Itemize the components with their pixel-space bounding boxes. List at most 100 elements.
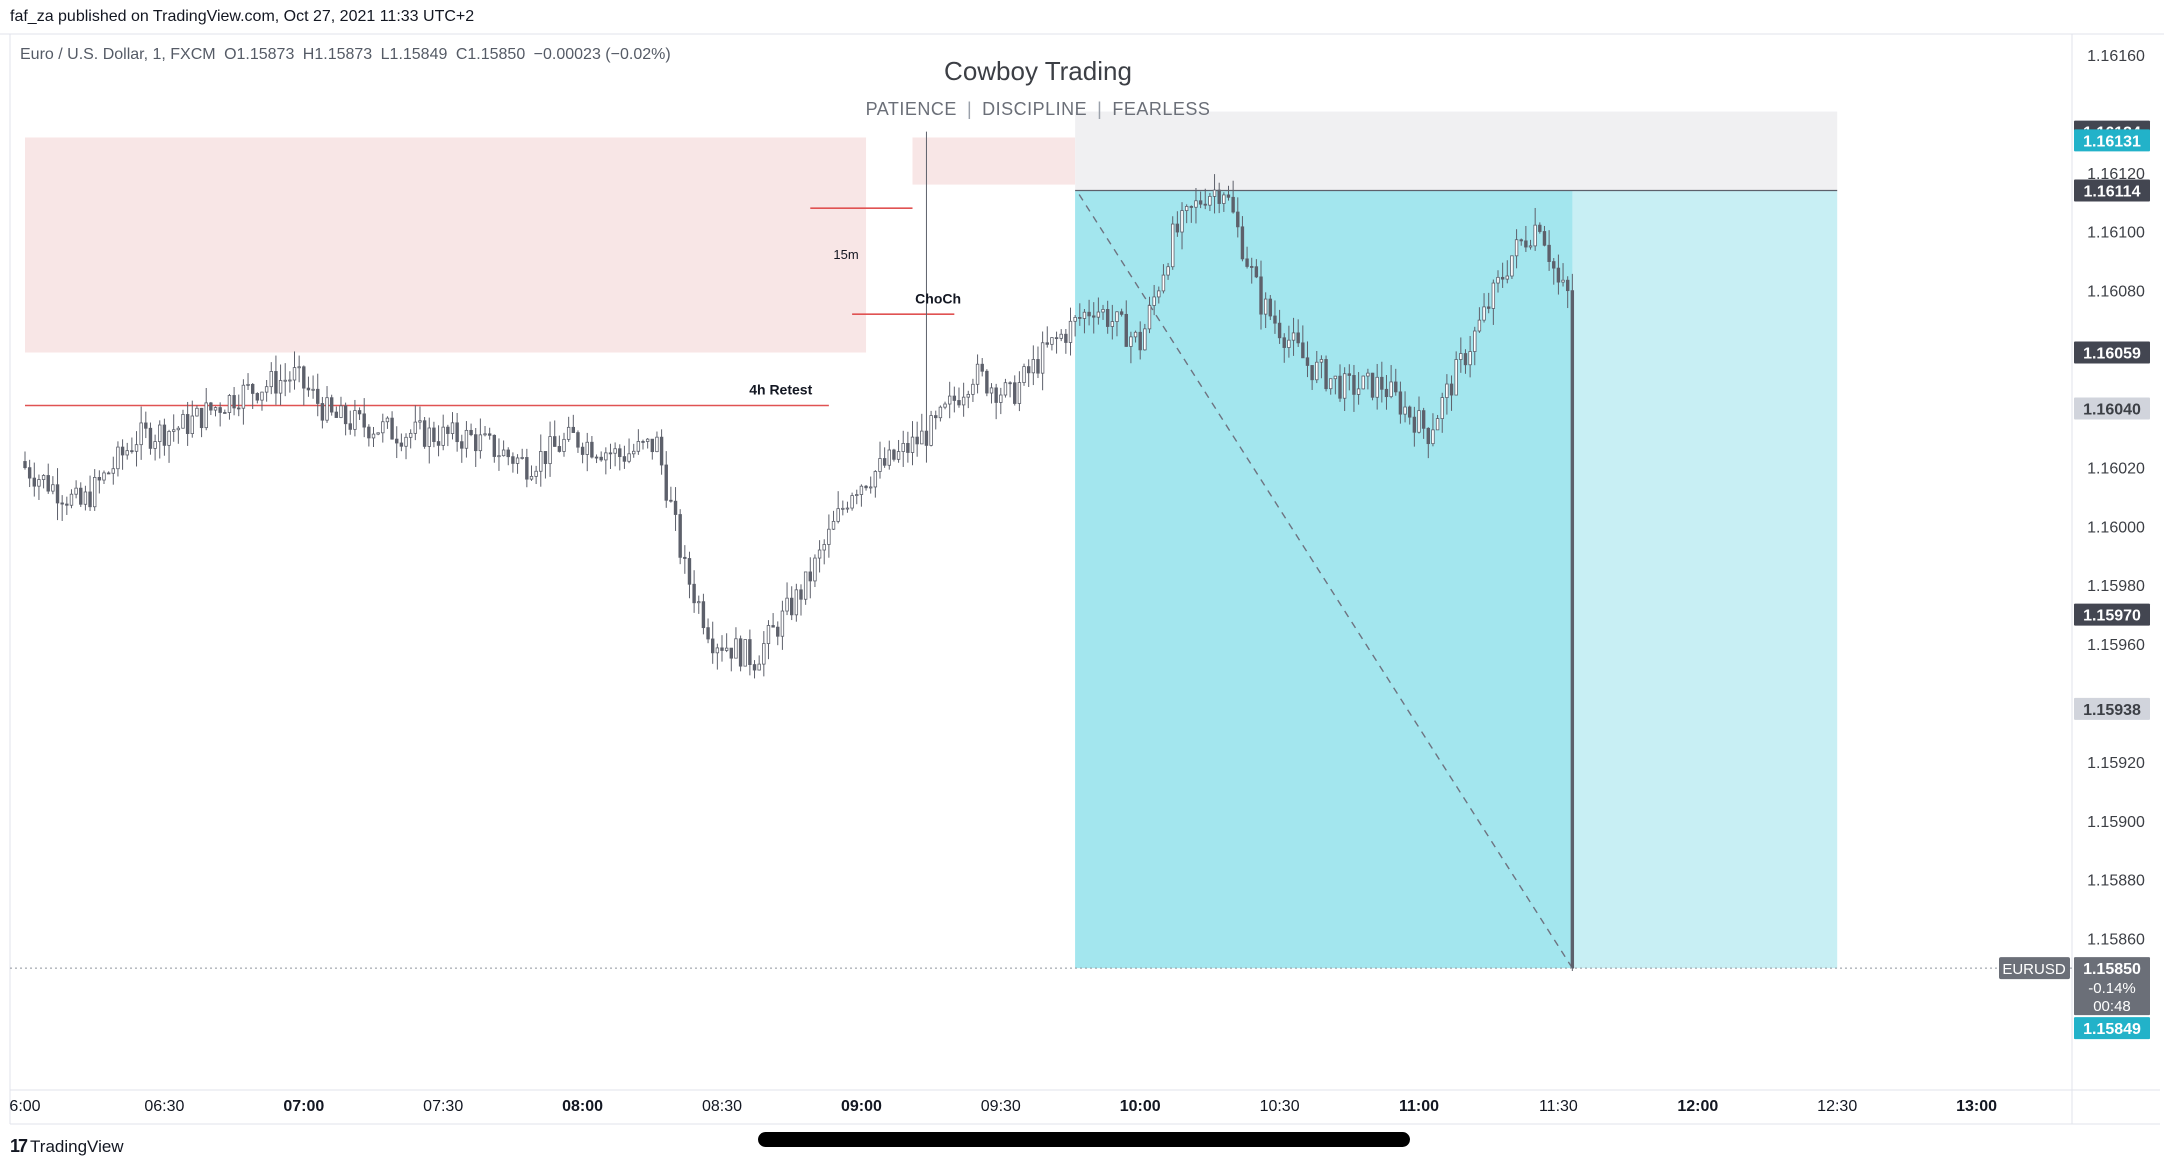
candle-body[interactable] <box>1277 322 1282 339</box>
candle-body[interactable] <box>868 486 873 489</box>
candle-body[interactable] <box>292 367 297 381</box>
candle-body[interactable] <box>1092 315 1096 318</box>
candle-body[interactable] <box>975 363 980 385</box>
candle-body[interactable] <box>60 502 64 505</box>
candle-body[interactable] <box>367 426 371 439</box>
candle-body[interactable] <box>1296 332 1300 344</box>
candle-body[interactable] <box>139 422 143 446</box>
candle-body[interactable] <box>622 456 627 462</box>
candle-body[interactable] <box>896 451 901 460</box>
candle-body[interactable] <box>627 453 631 462</box>
candle-body[interactable] <box>306 387 311 391</box>
candle-body[interactable] <box>1189 206 1194 208</box>
price-axis-badge[interactable] <box>2074 129 2150 152</box>
candle-body[interactable] <box>1482 306 1486 321</box>
candle-body[interactable] <box>1259 276 1263 315</box>
candle-body[interactable] <box>404 436 408 447</box>
candle-body[interactable] <box>1468 351 1472 366</box>
candle-body[interactable] <box>711 638 715 654</box>
candle-body[interactable] <box>529 475 534 480</box>
candle-body[interactable] <box>539 451 543 472</box>
candle-body[interactable] <box>1115 311 1119 322</box>
candle-body[interactable] <box>1101 309 1105 313</box>
candle-body[interactable] <box>269 371 273 388</box>
candle-body[interactable] <box>957 400 961 406</box>
candle-body[interactable] <box>246 383 250 386</box>
candle-body[interactable] <box>580 446 585 455</box>
candle-body[interactable] <box>1519 239 1523 242</box>
candle-body[interactable] <box>1463 353 1468 366</box>
candle-body[interactable] <box>395 438 399 444</box>
candle-body[interactable] <box>23 461 27 469</box>
candle-body[interactable] <box>1175 223 1180 233</box>
candle-body[interactable] <box>748 639 752 665</box>
candle-body[interactable] <box>1500 276 1505 280</box>
candle-body[interactable] <box>455 422 459 443</box>
candle-body[interactable] <box>1050 337 1054 345</box>
symbol-legend[interactable]: Euro / U.S. Dollar, 1, FXCM O1.15873 H1.… <box>20 46 675 64</box>
candle-body[interactable] <box>989 387 994 394</box>
candle-body[interactable] <box>999 394 1003 403</box>
candle-body[interactable] <box>27 467 32 479</box>
candle-body[interactable] <box>492 434 497 457</box>
candle-body[interactable] <box>1064 333 1068 343</box>
low-price-badge[interactable] <box>2074 1017 2150 1040</box>
candle-body[interactable] <box>1333 375 1338 380</box>
candle-body[interactable] <box>766 625 771 644</box>
candle-body[interactable] <box>1533 224 1537 247</box>
candle-body[interactable] <box>855 494 859 496</box>
candle-body[interactable] <box>794 589 799 616</box>
candle-body[interactable] <box>1510 255 1514 277</box>
candle-body[interactable] <box>1342 373 1347 399</box>
candle-body[interactable] <box>641 441 645 443</box>
candle-body[interactable] <box>947 395 952 405</box>
price-axis-badge[interactable] <box>2074 397 2150 420</box>
candle-body[interactable] <box>1408 406 1412 418</box>
candle-body[interactable] <box>1040 342 1045 374</box>
candle-body[interactable] <box>1552 261 1556 269</box>
candle-body[interactable] <box>994 387 998 403</box>
candle-body[interactable] <box>743 639 747 667</box>
candle-body[interactable] <box>720 647 724 651</box>
candle-body[interactable] <box>785 597 789 612</box>
candle-body[interactable] <box>51 484 55 492</box>
candle-body[interactable] <box>1487 306 1491 309</box>
candle-body[interactable] <box>873 471 878 488</box>
candle-body[interactable] <box>413 421 418 434</box>
candle-body[interactable] <box>93 477 97 508</box>
candle-body[interactable] <box>910 436 915 453</box>
candle-body[interactable] <box>1045 342 1049 345</box>
candle-body[interactable] <box>1263 298 1268 315</box>
candle-body[interactable] <box>79 487 83 505</box>
candle-body[interactable] <box>37 479 41 487</box>
candle-body[interactable] <box>1398 391 1403 415</box>
candle-body[interactable] <box>655 436 659 453</box>
candle-body[interactable] <box>474 434 478 452</box>
candle-body[interactable] <box>585 441 589 455</box>
candle-body[interactable] <box>204 402 208 429</box>
candle-body[interactable] <box>153 441 157 449</box>
candle-body[interactable] <box>1440 397 1444 419</box>
last-price-badge[interactable] <box>2074 957 2150 1016</box>
candle-body[interactable] <box>1078 317 1082 319</box>
candle-body[interactable] <box>1133 331 1138 338</box>
candle-body[interactable] <box>1324 359 1328 390</box>
candle-body[interactable] <box>1054 337 1059 340</box>
candle-body[interactable] <box>548 436 552 465</box>
candle-body[interactable] <box>209 402 213 411</box>
candle-body[interactable] <box>1347 373 1351 376</box>
candle-body[interactable] <box>408 432 413 438</box>
candle-body[interactable] <box>83 491 88 505</box>
candle-body[interactable] <box>1547 244 1551 262</box>
candle-body[interactable] <box>887 449 891 466</box>
candle-body[interactable] <box>343 405 348 425</box>
candle-body[interactable] <box>1305 357 1310 366</box>
candle-body[interactable] <box>1329 378 1333 390</box>
candle-body[interactable] <box>1096 311 1101 318</box>
candle-body[interactable] <box>218 407 222 413</box>
candle-body[interactable] <box>1180 210 1184 233</box>
candle-body[interactable] <box>69 493 74 506</box>
candle-body[interactable] <box>678 514 682 558</box>
candle-body[interactable] <box>1231 196 1235 213</box>
candle-body[interactable] <box>650 438 654 453</box>
